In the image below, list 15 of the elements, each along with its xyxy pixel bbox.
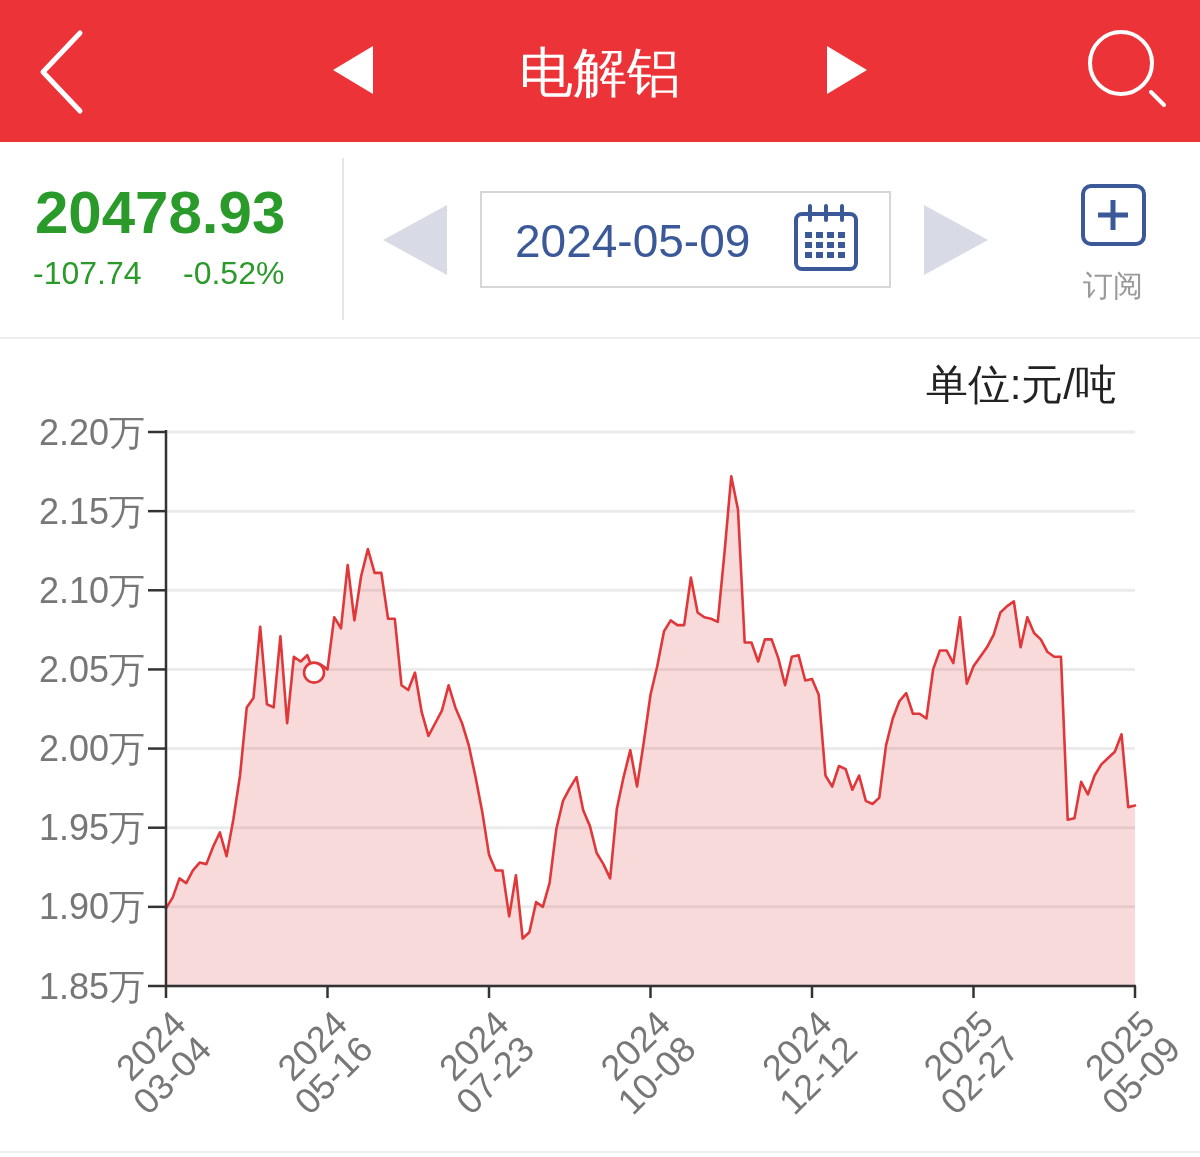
text: 订阅 <box>1083 269 1143 302</box>
text: 2024-05-09 <box>515 215 751 267</box>
chart-title: 电解铝 <box>519 42 681 102</box>
text: 20478.93 <box>35 179 286 246</box>
y-tick-label: 2.10万 <box>38 569 145 611</box>
text: -107.74 <box>33 255 142 291</box>
y-tick-label: 2.20万 <box>38 411 145 453</box>
y-tick-label: 1.85万 <box>38 965 145 1007</box>
y-axis-title: 单位:元/吨 <box>925 361 1117 408</box>
y-tick-label: 2.05万 <box>38 648 145 690</box>
y-tick-label: 1.95万 <box>38 807 145 849</box>
text: -0.52% <box>183 255 285 291</box>
y-tick-label: 2.15万 <box>38 490 145 532</box>
y-tick-label: 1.90万 <box>38 886 145 928</box>
y-tick-label: 2.00万 <box>38 728 145 770</box>
